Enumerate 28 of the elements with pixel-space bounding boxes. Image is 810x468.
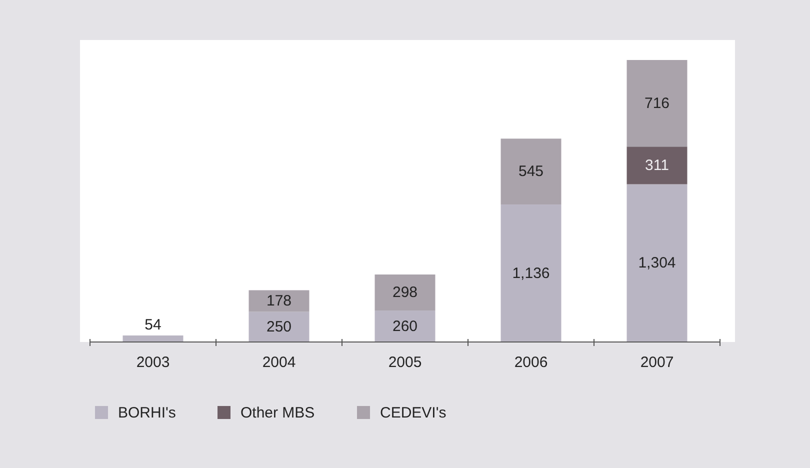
bar — [626, 184, 688, 342]
x-tick-label: 2007 — [640, 354, 674, 371]
bar — [248, 290, 310, 312]
data-label: 178 — [266, 292, 292, 310]
data-label: 311 — [645, 156, 669, 174]
data-label: 54 — [144, 316, 162, 334]
bar — [122, 335, 184, 342]
bar — [374, 274, 436, 311]
legend-label: BORHI's — [118, 404, 176, 422]
bar — [374, 310, 436, 342]
x-tick-label: 2004 — [262, 354, 296, 371]
bar — [500, 138, 562, 205]
legend-label: CEDEVI's — [380, 404, 446, 422]
bar — [626, 60, 688, 147]
data-label: 250 — [266, 318, 292, 336]
data-label: 260 — [392, 318, 418, 335]
data-label: 298 — [392, 284, 418, 302]
bar — [248, 312, 310, 342]
x-tick-label: 2006 — [514, 354, 548, 371]
legend-label: Other MBS — [240, 404, 315, 422]
bar — [626, 146, 688, 184]
x-tick-label: 2003 — [136, 354, 170, 371]
data-label: 1,304 — [638, 254, 676, 272]
bar — [500, 204, 562, 342]
data-label: 1,136 — [512, 264, 550, 282]
data-label: 545 — [518, 163, 544, 180]
data-label: 716 — [644, 94, 670, 112]
x-tick-label: 2005 — [388, 354, 422, 371]
